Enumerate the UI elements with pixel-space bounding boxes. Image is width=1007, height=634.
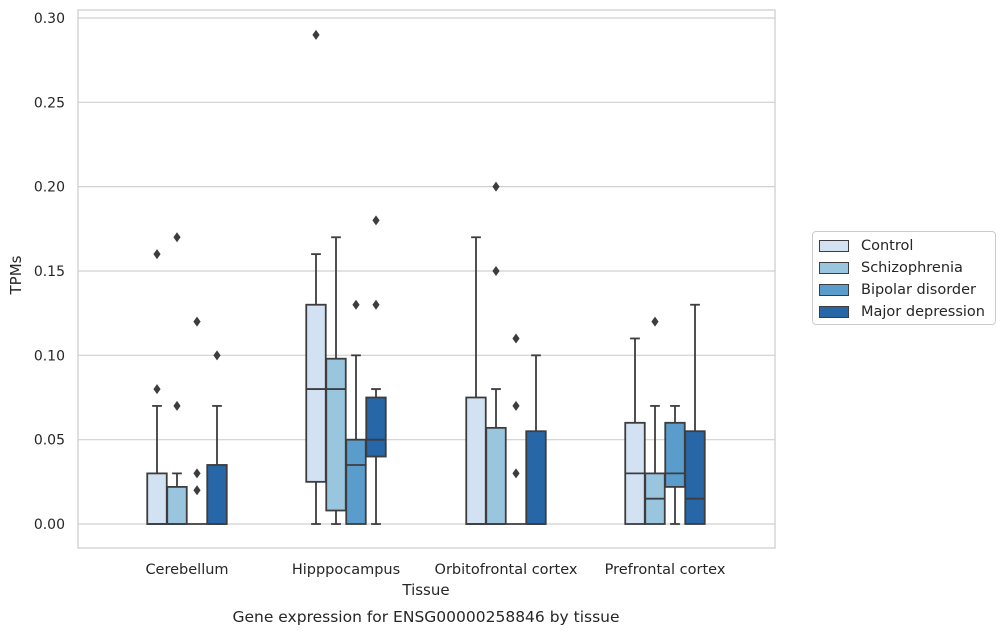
outlier-marker	[153, 249, 161, 260]
x-tick-label: Hipppocampus	[292, 562, 400, 578]
box-schizophrenia	[166, 232, 188, 525]
outlier-marker	[193, 485, 201, 496]
outlier-marker	[372, 299, 380, 310]
box-body	[664, 421, 686, 488]
box-control	[624, 337, 646, 525]
box-body	[465, 396, 487, 525]
y-tick-label: 0.25	[34, 95, 65, 111]
outlier-marker	[372, 215, 380, 226]
y-axis-label: TPMs	[7, 255, 25, 295]
box-bipolar-disorder	[664, 405, 686, 525]
y-tick-label: 0.20	[34, 180, 65, 196]
box-body	[146, 472, 168, 525]
y-tick-label: 0.00	[34, 517, 65, 533]
x-tick-labels: Cerebellum Hipppocampus Orbitofrontal cort…	[145, 562, 725, 578]
legend-item-major-depression: Major depression	[819, 303, 985, 321]
legend-swatch-bipolar-disorder	[819, 284, 849, 296]
x-tick-label: Prefrontal cortex	[605, 562, 726, 578]
outlier-marker	[193, 316, 201, 327]
box-bipolar-disorder	[187, 316, 207, 525]
box-body	[345, 438, 367, 525]
legend-swatch-control	[819, 240, 849, 252]
outlier-marker	[492, 265, 500, 276]
legend-label-bipolar-disorder: Bipolar disorder	[861, 282, 976, 298]
box-body	[325, 357, 347, 512]
box-control	[146, 249, 168, 525]
outlier-marker	[492, 181, 500, 192]
outlier-marker	[512, 468, 520, 479]
legend-swatch-schizophrenia	[819, 262, 849, 274]
outlier-marker	[173, 400, 181, 411]
y-tick-label: 0.15	[34, 264, 65, 280]
box-schizophrenia	[485, 181, 507, 525]
x-axis-label: Tissue	[401, 581, 449, 599]
box-major-depression	[206, 350, 228, 525]
outlier-marker	[512, 333, 520, 344]
x-tick-label: Orbitofrontal cortex	[435, 562, 578, 578]
legend-label-major-depression: Major depression	[861, 304, 985, 320]
box-control	[465, 236, 487, 525]
outlier-marker	[352, 299, 360, 310]
legend-item-schizophrenia: Schizophrenia	[819, 259, 963, 277]
outlier-marker	[193, 468, 201, 479]
outlier-marker	[213, 350, 221, 361]
box-body	[166, 485, 188, 525]
box-body	[525, 430, 547, 525]
plot-frame	[77, 9, 776, 549]
legend-label-schizophrenia: Schizophrenia	[861, 260, 963, 276]
x-tick-label: Cerebellum	[145, 562, 228, 578]
box-control	[305, 29, 327, 525]
box-body	[684, 430, 706, 525]
y-tick-labels: 0.00 0.05 0.10 0.15 0.20 0.25 0.30	[34, 11, 65, 533]
box-schizophrenia	[644, 316, 666, 525]
box-body	[485, 426, 507, 525]
box-body	[365, 396, 387, 458]
outlier-marker	[651, 316, 659, 327]
legend-label-control: Control	[861, 238, 914, 254]
box-bipolar-disorder	[506, 333, 526, 525]
box-bipolar-disorder	[345, 299, 367, 525]
outlier-marker	[173, 232, 181, 243]
box-major-depression	[525, 354, 547, 525]
legend-item-bipolar-disorder: Bipolar disorder	[819, 281, 976, 299]
box-major-depression	[365, 215, 387, 525]
y-tick-label: 0.05	[34, 433, 65, 449]
box-body	[206, 464, 228, 525]
y-tick-label: 0.30	[34, 11, 65, 27]
box-schizophrenia	[325, 236, 347, 525]
outlier-marker	[312, 29, 320, 40]
outlier-marker	[153, 384, 161, 395]
legend-item-control: Control	[819, 237, 913, 255]
outlier-marker	[512, 400, 520, 411]
y-tick-label: 0.10	[34, 348, 65, 364]
box-body	[305, 303, 327, 483]
chart-title: Gene expression for ENSG00000258846 by t…	[232, 608, 619, 626]
legend: Control Schizophrenia Bipolar disorder M…	[812, 231, 996, 325]
boxes	[146, 29, 706, 525]
legend-swatch-major-depression	[819, 306, 849, 318]
box-major-depression	[684, 303, 706, 525]
grid-lines	[78, 17, 775, 525]
